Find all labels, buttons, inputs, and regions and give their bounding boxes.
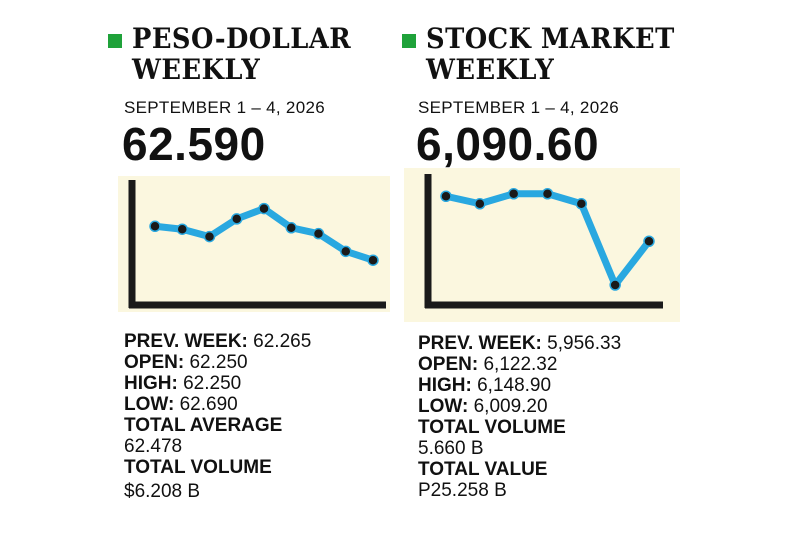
peso-high-label: HIGH: [124,373,178,394]
peso-data-point-7 [312,227,325,240]
peso-low-label: LOW: [124,394,175,415]
peso-avg-value-row: 62.478 [124,436,311,457]
psei-title-line-2: WEEKLY [426,53,555,86]
psei-data-point-2 [474,198,486,210]
peso-data-point-1 [149,220,161,233]
peso-volume-value: $6.208 B [124,481,201,502]
psei-data-point-5 [575,198,588,210]
green-square-icon [108,34,122,48]
peso-data-point-2 [176,223,188,235]
peso-chart [118,176,390,312]
peso-volume-label-row: TOTAL VOLUME [124,457,311,478]
psei-data-point-7 [643,235,655,247]
peso-chart-svg [118,176,390,312]
green-square-icon [402,34,416,48]
psei-title-line-1: STOCK MARKET [426,22,675,55]
peso-date: SEPTEMBER 1 – 4, 2026 [124,98,325,117]
psei-date: SEPTEMBER 1 – 4, 2026 [418,98,619,117]
peso-avg-label-row: TOTAL AVERAGE [124,415,311,436]
psei-volume-value-row: 5.660 B [418,438,621,459]
peso-open-label: OPEN: [124,352,185,373]
psei-prev-week-label: PREV. WEEK: [418,333,542,354]
peso-chart-background [118,176,390,312]
psei-value-label-row: TOTAL VALUE [418,459,621,480]
peso-prev-week-value: 62.265 [253,331,312,352]
psei-prev-week-row: PREV. WEEK: 5,956.33 [418,333,621,354]
psei-open-label: OPEN: [418,354,479,375]
psei-high-label: HIGH: [418,375,472,396]
psei-open-row: OPEN: 6,122.32 [418,354,621,375]
psei-data-point-4 [541,188,554,200]
psei-chart-svg [404,168,680,322]
peso-data-point-8 [340,245,352,258]
peso-prev-week-row: PREV. WEEK: 62.265 [124,331,311,352]
peso-title-line-2: WEEKLY [132,53,261,86]
peso-stats: PREV. WEEK: 62.265 OPEN: 62.250 HIGH: 62… [124,331,311,502]
peso-prev-week-label: PREV. WEEK: [124,331,248,352]
psei-low-label: LOW: [418,396,469,417]
peso-avg-label: TOTAL AVERAGE [124,415,283,436]
psei-open-value: 6,122.32 [483,354,558,375]
peso-open-row: OPEN: 62.250 [124,352,311,373]
peso-title-line-1: PESO-DOLLAR [132,22,352,55]
peso-headline-value: 62.590 [122,118,266,170]
psei-volume-label: TOTAL VOLUME [418,417,566,438]
peso-volume-value-row: $6.208 B [124,481,311,502]
psei-high-value: 6,148.90 [477,375,552,396]
psei-low-value: 6,009.20 [473,396,548,417]
psei-value-value-row: P25.258 B [418,480,621,501]
psei-high-row: HIGH: 6,148.90 [418,375,621,396]
psei-data-point-1 [440,190,452,202]
peso-volume-label: TOTAL VOLUME [124,457,272,478]
peso-low-value: 62.690 [179,394,238,415]
psei-prev-week-value: 5,956.33 [547,333,622,354]
peso-high-value: 62.250 [183,373,242,394]
psei-stats: PREV. WEEK: 5,956.33 OPEN: 6,122.32 HIGH… [418,333,621,501]
psei-headline-value: 6,090.60 [416,118,600,170]
psei-value-value: P25.258 B [418,480,507,501]
peso-high-row: HIGH: 62.250 [124,373,311,394]
peso-open-value: 62.250 [189,352,248,373]
peso-avg-value: 62.478 [124,436,183,457]
psei-value-label: TOTAL VALUE [418,459,548,480]
psei-data-point-6 [609,279,621,291]
psei-data-point-3 [507,188,520,200]
peso-data-point-6 [285,222,297,234]
peso-data-point-5 [258,202,270,215]
peso-data-point-4 [231,213,243,225]
psei-chart [404,168,680,322]
psei-volume-value: 5.660 B [418,438,484,459]
psei-volume-label-row: TOTAL VOLUME [418,417,621,438]
peso-low-row: LOW: 62.690 [124,394,311,415]
psei-low-row: LOW: 6,009.20 [418,396,621,417]
peso-data-point-3 [203,230,216,243]
peso-data-point-9 [367,254,379,266]
